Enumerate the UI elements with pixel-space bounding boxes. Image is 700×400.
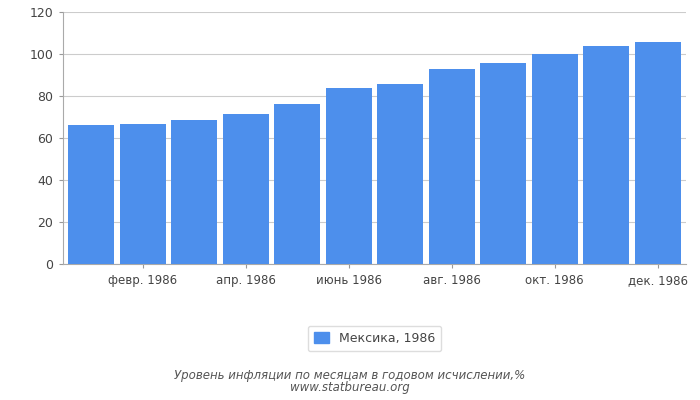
Bar [428,69,475,264]
Bar [377,84,424,264]
Bar [531,54,578,264]
Text: www.statbureau.org: www.statbureau.org [290,382,410,394]
Bar [68,125,115,264]
Legend: Мексика, 1986: Мексика, 1986 [307,326,442,351]
Bar [171,120,218,264]
Bar [480,63,526,264]
Bar [120,124,166,264]
Bar [274,104,321,264]
Bar [634,42,681,264]
Bar [223,114,269,264]
Text: Уровень инфляции по месяцам в годовом исчислении,%: Уровень инфляции по месяцам в годовом ис… [174,370,526,382]
Bar [326,88,372,264]
Bar [583,46,629,264]
